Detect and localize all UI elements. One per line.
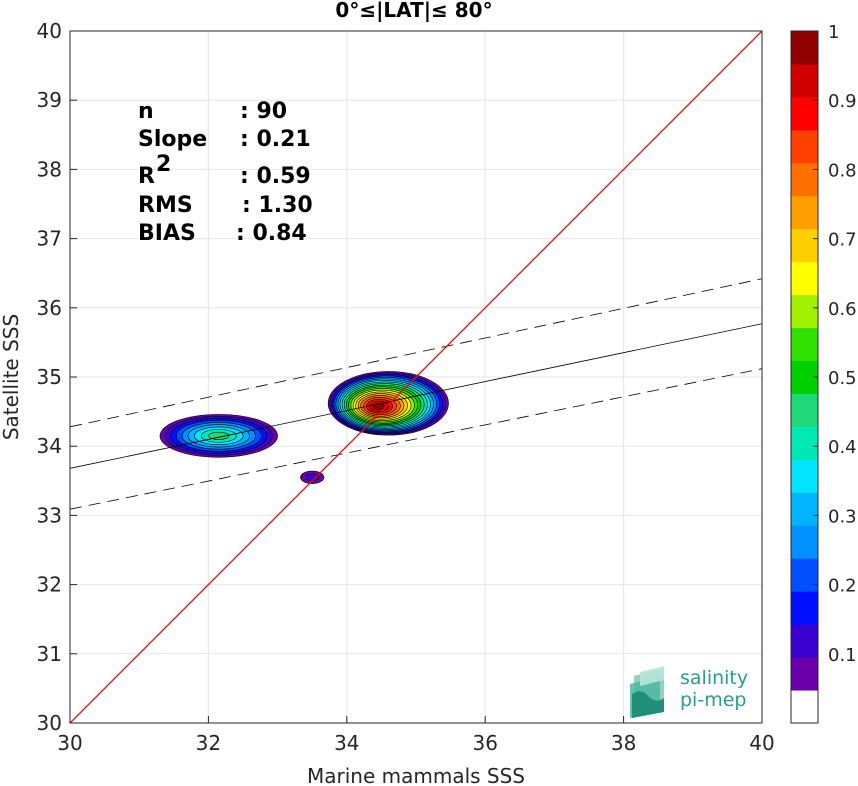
colorbar-segment (791, 228, 818, 263)
y-tick-label: 34 (37, 434, 62, 458)
density-cluster (159, 414, 278, 458)
stat-value: : 90 (240, 99, 287, 124)
x-tick-label: 38 (611, 731, 636, 755)
density-contour-level (208, 431, 230, 440)
colorbar-segment (791, 63, 818, 98)
colorbar-tick-label: 0.1 (828, 645, 857, 666)
grid (69, 30, 763, 724)
colorbar-segment (791, 129, 818, 164)
fit-lines (70, 31, 762, 723)
colorbar-tick-label: 0.3 (828, 506, 857, 527)
colorbar-tick-label: 0.8 (828, 160, 857, 181)
colorbar-segment (791, 492, 818, 526)
density-cluster (327, 371, 449, 436)
y-tick-label: 36 (37, 296, 62, 320)
colorbar-segment (791, 96, 818, 131)
salinity-pi-mep-logo: salinity pi-mep (630, 666, 748, 718)
y-tick-label: 38 (37, 157, 62, 181)
colorbar: 0.1 0.2 0.3 0.4 0.5 0.6 0.7 0.8 0.9 1 (790, 22, 857, 724)
logo-line-2: pi-mep (680, 689, 746, 711)
logo-line-1: salinity (680, 667, 748, 689)
colorbar-segment (791, 195, 818, 230)
colorbar-segment (791, 591, 818, 625)
y-tick-label: 35 (37, 365, 62, 389)
x-tick-label: 30 (57, 731, 82, 755)
y-tick-label: 30 (37, 711, 62, 735)
colorbar-segment (791, 459, 818, 493)
colorbar-tick-label: 0.7 (828, 230, 857, 251)
y-tick-label: 32 (37, 573, 62, 597)
colorbar-tick-label: 0.4 (828, 437, 857, 458)
colorbar-segment (791, 690, 818, 724)
colorbar-tick-label: 0.6 (828, 299, 857, 320)
stat-value: : 0.21 (240, 127, 311, 152)
regression-bound-line (70, 278, 762, 428)
logo-mark-icon (630, 666, 664, 718)
colorbar-segment (791, 558, 818, 592)
stat-label: R (138, 164, 155, 189)
density-clusters (159, 371, 449, 484)
colorbar-segment (791, 162, 818, 197)
colorbar-segment (791, 624, 818, 658)
y-tick-label: 39 (37, 88, 62, 112)
stat-value: : 1.30 (242, 193, 313, 218)
y-tick-label: 31 (37, 642, 62, 666)
stat-value: : 0.84 (236, 221, 307, 246)
chart-title: 0°≤|LAT|≤ 80° (335, 0, 492, 22)
stat-label: RMS (138, 193, 193, 218)
colorbar-segment (791, 294, 818, 329)
colorbar-segment (791, 393, 818, 427)
stat-value: : 0.59 (240, 164, 311, 189)
colorbar-segment (791, 31, 818, 65)
x-tick-label: 36 (472, 731, 497, 755)
y-tick-label: 37 (37, 227, 62, 251)
stat-label: BIAS (138, 221, 196, 246)
colorbar-tick-label: 0.2 (828, 576, 857, 597)
y-tick-label: 40 (37, 19, 62, 43)
colorbar-tick-label: 0.5 (828, 368, 857, 389)
identity-line (70, 31, 762, 723)
colorbar-tick-label: 1 (828, 22, 839, 43)
colorbar-segment (791, 261, 818, 296)
colorbar-tick-label: 0.9 (828, 91, 857, 112)
regression-line (70, 323, 762, 469)
y-axis-label: Satellite SSS (0, 314, 23, 440)
stat-label: Slope (138, 127, 207, 152)
x-tick-label: 40 (749, 731, 774, 755)
stat-label: n (138, 99, 154, 124)
statistics-panel: n : 90 Slope : 0.21 R 2 : 0.59 RMS : 1.30 BIAS : 0… (138, 99, 313, 246)
colorbar-segment (791, 426, 818, 460)
regression-bound-line (70, 368, 762, 510)
y-axis-ticks: 30 31 32 33 34 35 36 37 38 39 40 (37, 19, 77, 735)
colorbar-segment (791, 525, 818, 559)
y-tick-label: 33 (37, 503, 62, 527)
x-axis-label: Marine mammals SSS (307, 764, 525, 786)
x-tick-label: 34 (334, 731, 359, 755)
colorbar-segment (791, 657, 818, 691)
stat-label-superscript: 2 (156, 152, 171, 177)
colorbar-segment (791, 327, 818, 362)
x-axis-ticks: 30 32 34 36 38 40 (57, 716, 775, 755)
density-contour-level (305, 473, 320, 482)
x-tick-label: 32 (196, 731, 221, 755)
